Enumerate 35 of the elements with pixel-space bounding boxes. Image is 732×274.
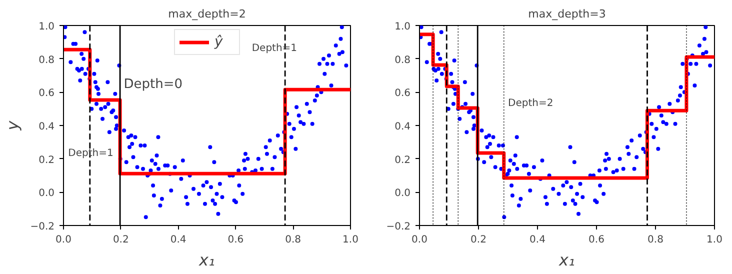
y-tick-label: 0.0 [38, 188, 55, 200]
x-tick-label: 0.8 [285, 234, 302, 246]
x-tick-label: 0.4 [170, 234, 186, 246]
x-tick-label: 0.6 [588, 234, 604, 246]
x-tick-label: 0.4 [530, 234, 546, 246]
chart-title: max_depth=2 [168, 8, 246, 20]
legend-label: ŷ [214, 34, 224, 50]
y-tick-label: 0.2 [38, 154, 55, 166]
x-tick-label: 0.2 [470, 234, 486, 246]
x-tick-label: 0.2 [112, 234, 129, 246]
annotation: Depth=2 [508, 98, 554, 109]
y-tick-label: 0.0 [394, 188, 411, 200]
x-tick-label: 1.0 [706, 234, 722, 246]
y-tick-label: 0.6 [394, 88, 411, 100]
chart-title: max_depth=3 [528, 8, 606, 20]
annotation: Depth=1 [252, 42, 298, 54]
y-tick-label: 0.2 [394, 154, 411, 166]
y-tick-label: 0.8 [394, 54, 411, 66]
x-tick-label: 1.0 [342, 234, 358, 246]
x-tick-label: 0.6 [228, 234, 244, 246]
y-axis-title: y [3, 120, 22, 132]
x-tick-label: 0.8 [648, 234, 664, 246]
y-tick-label: 1.0 [38, 22, 55, 32]
y-tick-label: 0.6 [38, 88, 55, 100]
y-tick-label: 0.4 [38, 122, 55, 132]
x-tick-label: 0.0 [56, 234, 72, 246]
y-tick-label: 0.8 [38, 54, 55, 66]
y-tick-label: −0.2 [30, 222, 55, 232]
annotation: Depth=0 [124, 77, 183, 92]
y-tick-label: 0.4 [394, 122, 411, 132]
y-tick-label: 1.0 [394, 22, 411, 32]
x-axis-title: x₁ [198, 250, 215, 270]
x-tick-label: 0.0 [412, 234, 428, 246]
y-tick-label: −0.2 [386, 222, 411, 232]
x-axis-title: x₁ [558, 250, 575, 270]
